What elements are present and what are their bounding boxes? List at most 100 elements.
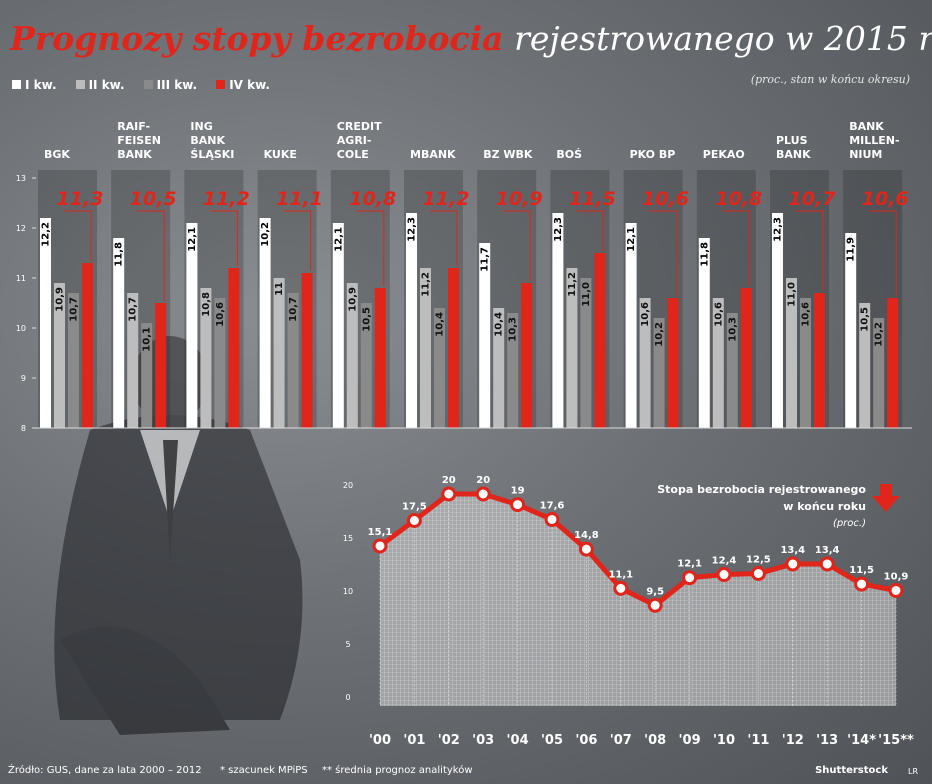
category-label: MBANK [410,148,456,161]
bar [259,218,271,428]
bar [786,278,797,428]
data-label: 20 [442,475,456,486]
legend-item-q3: III kw. [143,78,197,92]
bar [40,218,51,428]
data-point [510,497,526,513]
bar-value-label: 10,3 [727,317,738,342]
bar [155,303,167,428]
x-tick-label: '15** [878,733,914,748]
bar-value-label: 11,0 [581,282,592,307]
bar-value-label: 10,7 [128,297,139,322]
bar [301,273,313,428]
bar-value-label: 11,9 [846,237,857,262]
data-point [682,570,698,586]
x-tick-label: '04 [507,733,529,748]
x-tick-label: '08 [644,733,666,748]
category-label: ING [190,120,212,133]
category-label: BANK [849,120,884,133]
q4-value-label: 10,6 [862,188,909,210]
bar [360,303,372,428]
bar-value-label: 10,9 [55,287,66,312]
line-chart-subtitle: (proc.) [833,518,866,529]
category-label: NIUM [849,148,882,161]
bar [200,288,212,428]
y-tick-label: 8 [21,424,26,433]
photo-credit: Shutterstock [815,765,888,776]
bar [332,223,344,428]
bar [845,233,857,428]
bar [698,238,710,428]
bar-value-label: 10,8 [201,292,212,317]
bar-value-label: 10,5 [860,307,871,332]
category-label: PLUS [776,134,808,147]
category-label: BANK [117,148,152,161]
bar [82,263,93,428]
bar-value-label: 10,5 [361,307,372,332]
bar-value-label: 11 [274,282,285,296]
x-tick-label: '14* [847,733,876,748]
x-tick-label: '09 [679,733,701,748]
bar [887,298,899,428]
bar [273,278,285,428]
q4-value-label: 11,2 [203,188,250,210]
legend-item-q2: II kw. [75,78,125,92]
bar [726,313,738,428]
data-point [372,538,388,554]
bar [594,253,606,428]
bar [374,288,386,428]
y-tick-label: 9 [21,374,26,383]
y-tick-label: 13 [16,174,26,183]
bar [507,313,519,428]
x-tick-label: '01 [403,733,425,748]
category-label: BGK [44,148,70,161]
data-label: 20 [476,475,490,486]
bar [521,283,533,428]
category-label: MILLEN- [849,134,899,147]
data-point [647,597,663,613]
bar [113,238,125,428]
bar-value-label: 10,1 [142,327,153,352]
bar [873,318,885,428]
legend: I kw. II kw. III kw. IV kw. [12,74,284,92]
bar-value-label: 10,2 [260,222,271,247]
data-label: 17,6 [540,500,565,511]
data-label: 13,4 [815,545,840,556]
bar [625,223,637,428]
bar-value-label: 11,8 [114,242,125,267]
bar-value-label: 10,2 [654,322,665,347]
bar [639,298,651,428]
data-point [406,513,422,528]
category-label: BANK [776,148,811,161]
category-label: BANK [190,134,225,147]
y-tick-label: 10 [16,324,26,333]
data-label: 11,5 [849,565,874,576]
callout-line [283,210,312,271]
series-line [378,491,897,608]
down-arrow-icon [872,484,900,512]
bar-value-label: 10,6 [713,302,724,327]
bar [712,298,724,428]
q4-value-label: 11,1 [276,188,323,210]
bar-value-label: 12,3 [773,217,784,242]
bar [667,298,679,428]
x-tick-label: '12 [782,733,804,748]
data-label: 13,4 [780,545,805,556]
bar [479,243,491,428]
bar-value-label: 11,0 [787,282,798,307]
data-point [888,582,904,598]
bar-value-label: 12,2 [41,222,52,247]
data-label: 12,1 [677,559,702,570]
bar [566,268,578,428]
q4-value-label: 10,8 [349,188,396,210]
data-label: 12,4 [712,556,737,567]
q4-value-label: 10,5 [130,188,177,210]
bar-value-label: 12,1 [187,227,198,252]
y-tick-label: 20 [343,481,353,490]
bar-value-label: 10,6 [215,302,226,327]
bar-value-label: 11,2 [567,272,578,297]
data-point [785,556,801,572]
data-label: 17,5 [402,502,427,513]
q4-value-label: 10,8 [715,188,762,210]
